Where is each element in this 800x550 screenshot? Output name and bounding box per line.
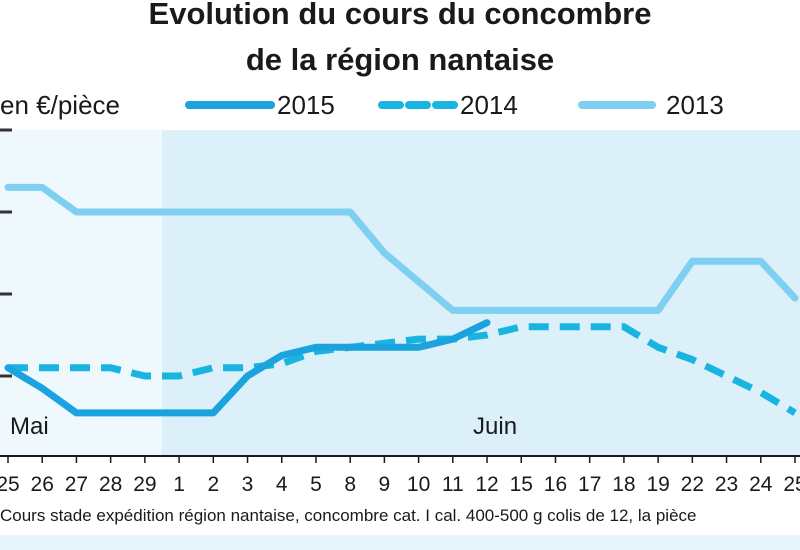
x-tick-label-9: 5 bbox=[310, 473, 322, 496]
month-label-mai: Mai bbox=[10, 413, 49, 440]
x-tick-label-12: 10 bbox=[407, 473, 430, 496]
chart-title-line2: de la région nantaise bbox=[245, 42, 555, 77]
x-tick-label-14: 12 bbox=[475, 473, 498, 496]
x-tick-label-3: 28 bbox=[99, 473, 122, 496]
x-tick-label-11: 9 bbox=[379, 473, 391, 496]
legend-item-2013: 2013 bbox=[578, 88, 738, 122]
x-tick-label-8: 4 bbox=[276, 473, 288, 496]
chart-title-line1: Evolution du cours du concombre bbox=[148, 0, 652, 31]
x-tick-label-4: 29 bbox=[133, 473, 156, 496]
x-tick-label-23: 25 bbox=[783, 473, 800, 496]
x-tick-label-2: 27 bbox=[65, 473, 88, 496]
series-line-2014 bbox=[8, 323, 797, 416]
x-tick-label-0: 25 bbox=[0, 473, 20, 496]
x-tick-label-6: 2 bbox=[207, 473, 219, 496]
x-tick-label-7: 3 bbox=[242, 473, 254, 496]
x-tick-label-22: 24 bbox=[749, 473, 773, 496]
series-line-2015 bbox=[4, 319, 491, 417]
legend-item-2015: 2015 bbox=[185, 88, 345, 122]
legend-label-2013: 2013 bbox=[666, 90, 724, 120]
x-tick-label-13: 11 bbox=[442, 473, 464, 496]
x-tick-label-1: 26 bbox=[31, 473, 54, 496]
legend-swatch-2015 bbox=[185, 101, 275, 109]
x-tick-label-19: 19 bbox=[646, 473, 669, 496]
x-tick-label-18: 18 bbox=[612, 473, 635, 496]
x-tick-label-17: 17 bbox=[578, 473, 601, 496]
legend-swatch-2014 bbox=[378, 101, 458, 109]
plot-band-shaded bbox=[161, 130, 800, 455]
legend-swatch-2013 bbox=[578, 101, 656, 109]
legend-label-2014: 2014 bbox=[460, 90, 518, 120]
x-tick-label-21: 23 bbox=[715, 473, 738, 496]
series-line-2013 bbox=[4, 183, 799, 314]
x-tick-label-16: 16 bbox=[544, 473, 567, 496]
chart-footnote: Cours stade expédition région nantaise, … bbox=[0, 506, 697, 525]
x-tick-label-20: 22 bbox=[681, 473, 704, 496]
x-tick-label-15: 15 bbox=[510, 473, 533, 496]
bottom-band bbox=[0, 535, 800, 550]
y-axis-unit-label: en €/pièce bbox=[0, 90, 120, 120]
legend-label-2015: 2015 bbox=[277, 90, 335, 120]
legend-item-2014: 2014 bbox=[378, 88, 538, 122]
month-label-juin: Juin bbox=[473, 413, 517, 440]
x-tick-label-5: 1 bbox=[173, 473, 185, 496]
x-tick-label-10: 8 bbox=[344, 473, 356, 496]
